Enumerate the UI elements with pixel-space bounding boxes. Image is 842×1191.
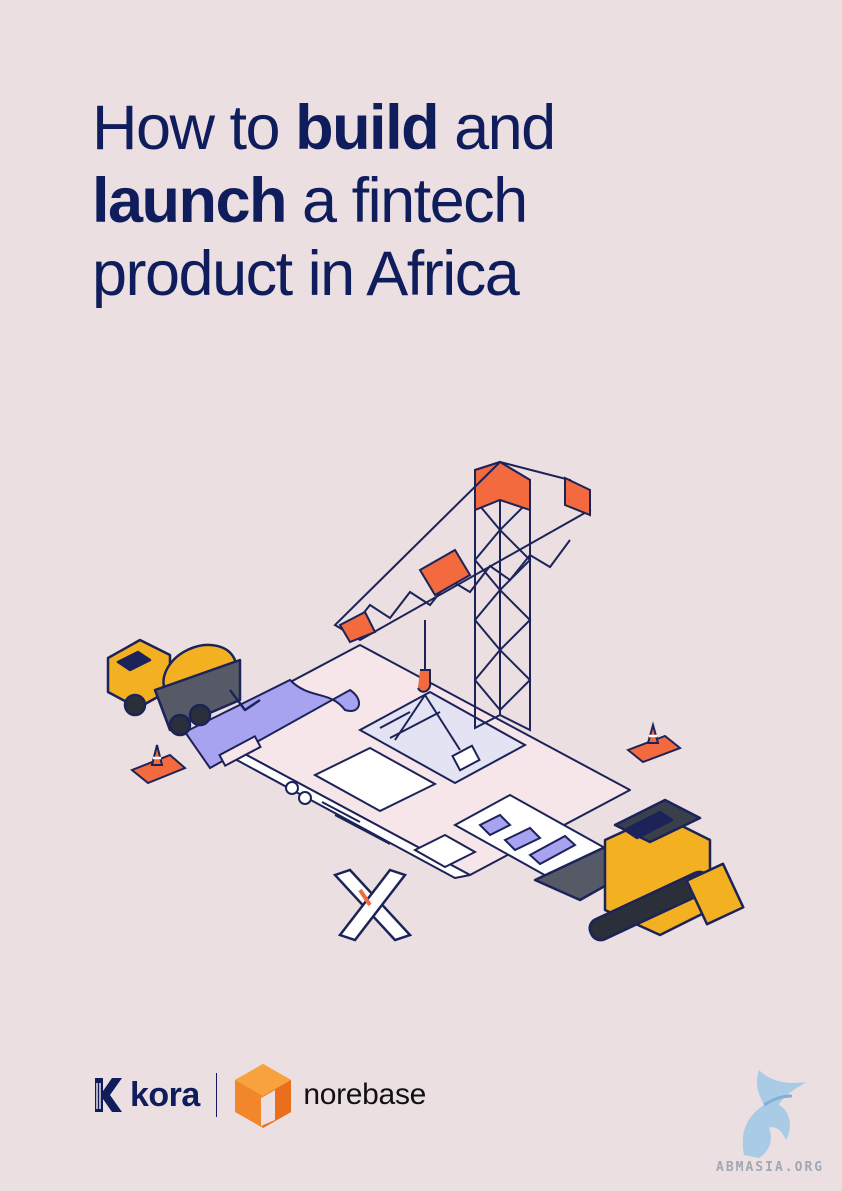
cement-mixer-icon	[106, 638, 261, 737]
norebase-logo-text: norebase	[303, 1078, 427, 1111]
traffic-cone-icon	[130, 744, 187, 785]
card-element	[357, 690, 528, 785]
construction-illustration	[106, 460, 745, 942]
logo-divider	[215, 1073, 218, 1117]
page-title: How to build and launch a fintech produc…	[92, 92, 732, 311]
bulldozer-icon	[533, 798, 745, 942]
partner-logos: kora norebase	[92, 1060, 426, 1130]
title-emphasis-launch: launch	[92, 166, 288, 236]
barricade-icon	[332, 868, 413, 942]
title-line-1: How to build and	[92, 93, 556, 163]
watermark-text: ABMASIA.ORG	[716, 1160, 825, 1175]
form-lines	[285, 746, 478, 869]
title-text: a fintech	[286, 166, 528, 236]
title-text: and	[438, 93, 556, 163]
crane-icon	[333, 460, 592, 751]
norebase-logo-icon	[235, 1064, 292, 1128]
title-text: How to	[92, 93, 296, 163]
title-emphasis-build: build	[295, 93, 439, 163]
title-line-3: product in Africa	[92, 239, 520, 309]
title-line-2: launch a fintech	[92, 166, 528, 236]
watermark-griffin-icon	[742, 1070, 806, 1158]
kora-logo-text: kora	[130, 1075, 200, 1114]
traffic-cone-icon	[626, 721, 682, 764]
crane-hook-icon	[417, 669, 432, 693]
kora-logo-icon	[95, 1078, 122, 1112]
cement-pour-area	[183, 678, 360, 770]
